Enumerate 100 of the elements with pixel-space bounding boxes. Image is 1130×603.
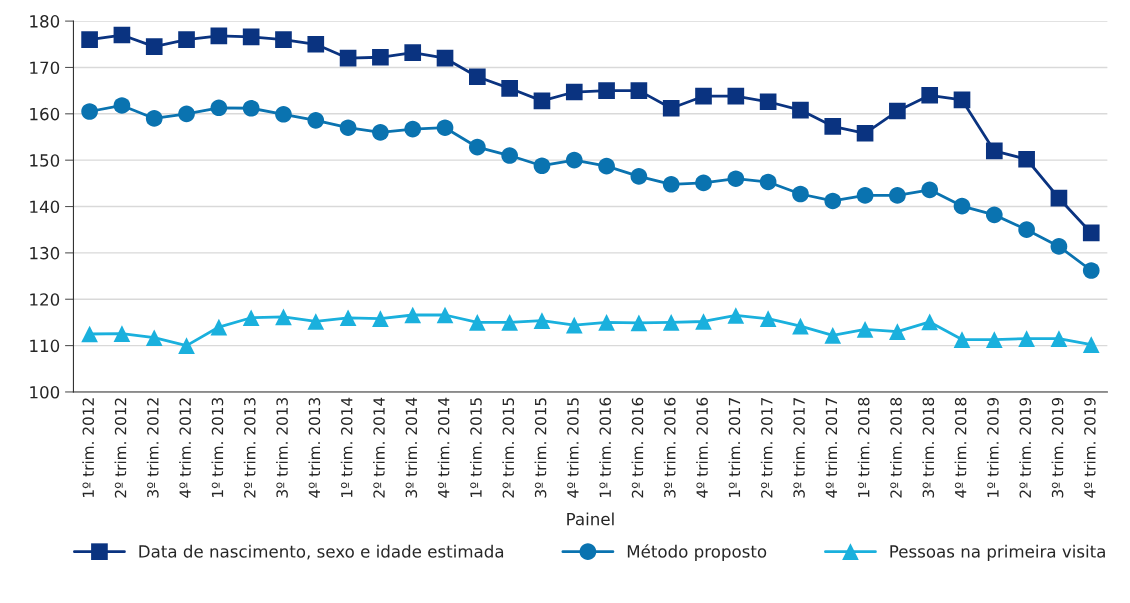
point [1050, 330, 1068, 347]
point [436, 119, 454, 137]
x-tick-label: 2º trim. 2012 [114, 398, 127, 498]
point [662, 99, 680, 117]
point [275, 31, 292, 48]
point [630, 82, 648, 99]
point [953, 91, 971, 109]
x-tick-label: 3º trim. 2019 [1051, 397, 1064, 498]
point [210, 27, 228, 45]
y-tick-label: 130 [30, 246, 60, 260]
y-tick-label: 140 [30, 200, 60, 214]
x-tick-label: 2º trim. 2013 [243, 398, 256, 498]
x-tick-label: 4º trim. 2014 [437, 397, 450, 498]
x-tick-label: 1º trim. 2014 [340, 397, 353, 497]
point [824, 192, 842, 210]
point [565, 316, 583, 334]
point [372, 124, 389, 141]
x-tick-label: 3º trim. 2015 [534, 398, 547, 498]
x-tick-label: 2º trim. 2016 [631, 397, 644, 498]
point [1018, 330, 1035, 347]
point [695, 313, 712, 330]
legend-label: Data de nascimento, sexo e idade estimada [139, 544, 504, 560]
point [1082, 224, 1100, 242]
point [921, 181, 939, 199]
point [598, 82, 615, 99]
legend-label: Pessoas na primeira visita [890, 544, 1105, 561]
point [856, 187, 874, 204]
x-tick-label: 4º trim. 2015 [566, 398, 579, 498]
point [81, 103, 98, 120]
point [404, 306, 422, 324]
point [339, 309, 357, 327]
point [921, 313, 939, 331]
point [630, 314, 648, 332]
point [727, 87, 745, 105]
y-tick-label: 160 [30, 107, 60, 121]
point [598, 157, 615, 175]
y-tick-label: 180 [30, 15, 60, 28]
x-tick-label: 1º trim. 2013 [211, 398, 224, 497]
y-tick-label: 100 [30, 385, 60, 399]
point [565, 151, 583, 169]
x-tick-label: 2º trim. 2019 [1019, 397, 1032, 498]
point [145, 329, 163, 347]
x-tick-label: 2º trim. 2017 [760, 398, 773, 498]
point [1018, 221, 1035, 239]
point [501, 147, 518, 164]
point [1050, 189, 1068, 207]
x-tick-label: 1º trim. 2015 [469, 398, 482, 497]
x-tick-label: 1º trim. 2012 [82, 398, 95, 497]
point [307, 313, 325, 330]
point [759, 310, 777, 328]
point [985, 206, 1003, 224]
point [307, 35, 325, 53]
point [372, 48, 389, 66]
point [695, 174, 712, 192]
point [469, 138, 486, 156]
point [598, 314, 615, 331]
point [533, 92, 551, 110]
point [113, 26, 131, 44]
y-tick-label: 110 [30, 339, 60, 353]
point [275, 308, 292, 326]
point [178, 337, 195, 354]
point [113, 97, 131, 114]
point [242, 28, 260, 46]
point [339, 119, 357, 137]
x-tick-label: 2º trim. 2014 [373, 397, 385, 498]
point [792, 101, 809, 119]
point [501, 314, 518, 331]
point [921, 86, 939, 104]
point [792, 185, 809, 203]
y-tick-label: 170 [30, 61, 60, 75]
point [727, 170, 745, 188]
x-tick-label: 3º trim. 2016 [663, 397, 676, 498]
point [145, 110, 163, 127]
y-tick-label: 120 [30, 293, 60, 306]
point [242, 99, 260, 117]
point [1082, 262, 1100, 279]
point [210, 318, 228, 336]
x-tick-label: 2º trim. 2018 [889, 397, 902, 498]
point [662, 314, 680, 331]
point [985, 331, 1003, 348]
point [727, 307, 745, 324]
point [695, 87, 712, 105]
x-tick-label: 3º trim. 2012 [146, 398, 159, 498]
x-tick-label: 3º trim. 2018 [922, 397, 935, 498]
point [307, 111, 325, 129]
point [856, 321, 874, 338]
point [404, 120, 422, 138]
x-tick-label: 2º trim. 2015 [502, 398, 515, 498]
x-tick-label: 3º trim. 2013 [276, 398, 288, 498]
point [533, 312, 551, 329]
point [178, 105, 195, 123]
x-tick-label: 4º trim. 2013 [308, 398, 321, 498]
point [759, 173, 777, 191]
point [889, 323, 906, 341]
point [469, 314, 486, 331]
point [889, 102, 906, 120]
point [985, 142, 1003, 160]
point [404, 44, 422, 61]
point [1050, 238, 1068, 255]
point [856, 124, 874, 142]
